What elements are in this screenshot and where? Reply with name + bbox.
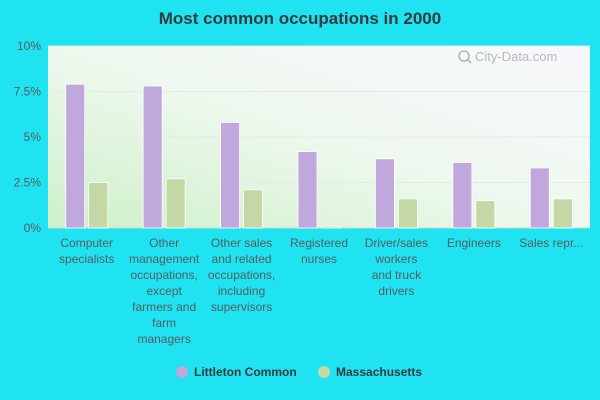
y-tick-label: 7.5% xyxy=(14,85,42,99)
y-tick-label: 5% xyxy=(24,130,42,144)
y-tick-label: 2.5% xyxy=(14,176,42,190)
bar-littleton-common[interactable] xyxy=(452,162,473,229)
bar-littleton-common[interactable] xyxy=(375,158,395,229)
x-category-label: nurses xyxy=(301,252,337,266)
y-tick-label: 0% xyxy=(24,221,42,235)
legend-swatch xyxy=(176,366,188,378)
bar-massachusetts[interactable] xyxy=(243,189,263,229)
x-category-label: workers xyxy=(374,252,417,266)
x-category-label: Engineers xyxy=(447,236,501,250)
bar-massachusetts[interactable] xyxy=(165,178,186,229)
x-category-label: farmers and xyxy=(132,300,196,314)
bar-littleton-common[interactable] xyxy=(65,83,86,229)
x-category-label: Computer xyxy=(60,236,113,250)
legend: Littleton Common Massachusetts xyxy=(176,365,422,379)
bar-massachusetts[interactable] xyxy=(552,198,573,229)
x-category-label: occupations, xyxy=(208,268,275,282)
watermark-search-icon xyxy=(458,50,470,62)
bar-littleton-common[interactable] xyxy=(220,122,240,229)
chart-title: Most common occupations in 2000 xyxy=(158,9,442,28)
x-category-label: management xyxy=(129,252,200,266)
legend-swatch xyxy=(318,366,330,378)
x-category-label: occupations, xyxy=(130,268,197,282)
watermark: City-Data.com xyxy=(458,49,557,64)
gridlines xyxy=(48,45,590,229)
x-category-label: drivers xyxy=(378,284,414,298)
bar-massachusetts[interactable] xyxy=(88,182,109,229)
x-category-label: managers xyxy=(137,332,190,346)
x-axis-categories: Computer specialists Other management occupa… xyxy=(59,236,583,346)
y-tick-label: 10% xyxy=(17,39,41,53)
legend-label: Littleton Common xyxy=(194,365,297,379)
x-category-label: supervisors xyxy=(211,300,272,314)
x-category-label: Other xyxy=(149,236,179,250)
bar-littleton-common[interactable] xyxy=(297,151,318,229)
bars xyxy=(65,83,573,229)
x-category-label: Registered xyxy=(290,236,348,250)
bar-massachusetts[interactable] xyxy=(320,225,341,229)
legend-label: Massachusetts xyxy=(336,365,422,379)
watermark-text: City-Data.com xyxy=(475,49,557,64)
bar-littleton-common[interactable] xyxy=(142,85,163,229)
x-category-label: including xyxy=(218,284,265,298)
x-category-label: and truck xyxy=(372,268,422,282)
x-category-label: and related xyxy=(212,252,272,266)
x-category-label: specialists xyxy=(59,252,114,266)
x-category-label: Sales repr... xyxy=(519,236,583,250)
x-category-label: Driver/sales xyxy=(365,236,428,250)
x-category-label: farm xyxy=(152,316,176,330)
bar-massachusetts[interactable] xyxy=(475,200,496,229)
y-axis-ticks: 0% 2.5% 5% 7.5% 10% xyxy=(14,39,42,235)
bar-littleton-common[interactable] xyxy=(529,167,550,229)
x-category-label: except xyxy=(146,284,182,298)
x-category-label: Other sales xyxy=(211,236,272,250)
bar-massachusetts[interactable] xyxy=(398,198,418,229)
